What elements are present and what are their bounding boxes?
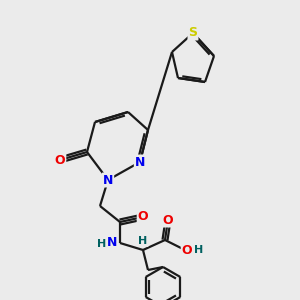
Text: S: S xyxy=(188,26,197,40)
Text: O: O xyxy=(138,211,148,224)
Text: O: O xyxy=(182,244,192,256)
Text: N: N xyxy=(135,155,145,169)
Text: H: H xyxy=(194,245,204,255)
Text: H: H xyxy=(138,236,148,246)
Text: N: N xyxy=(107,236,117,250)
Text: N: N xyxy=(103,173,113,187)
Text: O: O xyxy=(55,154,65,166)
Text: O: O xyxy=(163,214,173,226)
Text: H: H xyxy=(98,239,106,249)
